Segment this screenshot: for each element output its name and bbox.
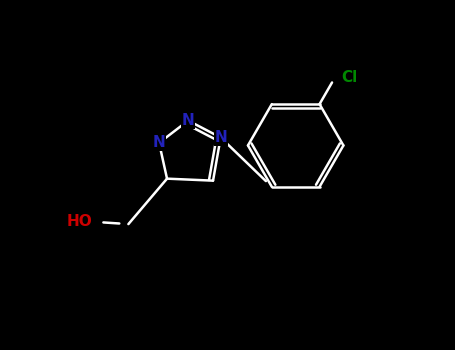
Text: N: N (214, 130, 227, 145)
Text: N: N (153, 135, 166, 150)
Text: Cl: Cl (341, 70, 357, 85)
Text: HO: HO (66, 214, 92, 229)
Text: N: N (182, 113, 195, 128)
